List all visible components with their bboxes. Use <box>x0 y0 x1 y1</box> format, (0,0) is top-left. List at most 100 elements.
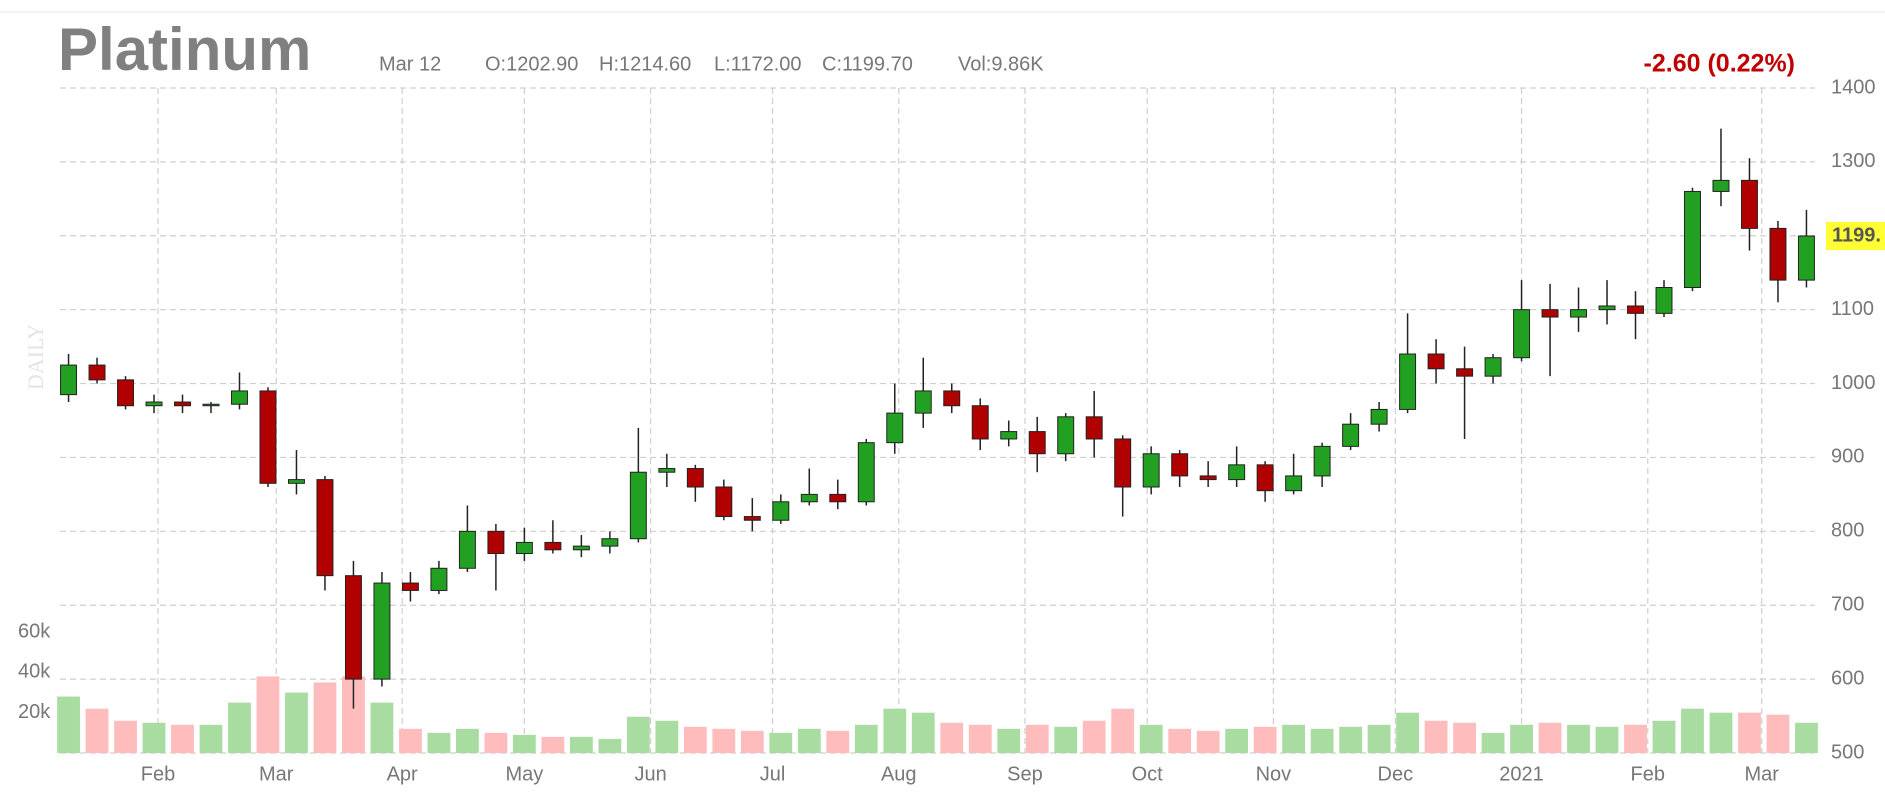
x-tick-label: Feb <box>141 763 175 785</box>
candle-body <box>401 582 419 591</box>
candle-body <box>344 575 362 680</box>
volume-tick-label: 60k <box>18 620 51 642</box>
candle-body <box>487 530 505 554</box>
x-tick-label: 2021 <box>1499 763 1544 785</box>
candle-body <box>829 493 847 503</box>
volume-bar <box>683 726 707 753</box>
candle-body <box>800 493 818 503</box>
candle-body <box>857 442 875 503</box>
volume-tick-label: 20k <box>18 701 51 723</box>
volume-tick-label: 40k <box>18 661 51 683</box>
info-open: O:1202.90 <box>485 53 578 75</box>
volume-bar <box>1795 722 1818 753</box>
candle-body <box>1598 305 1616 311</box>
candle-body <box>145 401 163 407</box>
volume-bar <box>57 696 80 753</box>
volume-bar <box>1709 712 1733 753</box>
volume-bar <box>1624 724 1647 753</box>
volume-bar <box>1652 720 1676 753</box>
candle-body <box>971 405 989 440</box>
volume-bar <box>1253 726 1277 753</box>
x-tick-label: Sep <box>1007 763 1043 785</box>
candle-body <box>259 390 277 484</box>
candle-body <box>202 403 220 407</box>
volume-bar <box>1453 722 1476 753</box>
candle-body <box>373 582 391 680</box>
volume-bar <box>1681 708 1704 753</box>
volume-bar <box>1510 724 1533 753</box>
info-low: L:1172.00 <box>714 53 802 75</box>
candle-body <box>1199 475 1217 481</box>
y-tick-label: 1100 <box>1831 298 1874 320</box>
candle-body <box>1285 475 1303 492</box>
volume-bar <box>484 732 508 753</box>
volume-bar <box>399 728 422 753</box>
y-tick-label: 900 <box>1831 446 1864 468</box>
volume-bar <box>1738 712 1761 753</box>
candle-body <box>1627 305 1644 314</box>
volume-bar <box>854 724 878 753</box>
x-tick-label: Oct <box>1132 763 1164 785</box>
candle-body <box>1256 464 1274 492</box>
x-tick-label: Aug <box>881 763 917 785</box>
candle-body <box>316 479 334 577</box>
volume-bar <box>626 716 650 753</box>
candle-body <box>1769 227 1787 281</box>
volume-bar <box>541 736 565 753</box>
y-tick-label: 700 <box>1831 594 1864 616</box>
candle-body <box>1427 353 1445 370</box>
volume-bar <box>456 728 479 753</box>
candle-body <box>1797 235 1815 281</box>
candle-body <box>515 541 533 555</box>
volume-bar <box>1538 722 1562 753</box>
volume-bar <box>342 676 365 753</box>
x-tick-label: Mar <box>1744 763 1779 785</box>
volume-bar <box>1481 732 1505 753</box>
candle-body <box>743 516 761 521</box>
candle-body <box>1541 309 1559 318</box>
volume-bar <box>370 702 394 753</box>
y-tick-label: 500 <box>1831 741 1864 763</box>
candle-body <box>174 401 191 407</box>
candle-body <box>1655 287 1673 314</box>
volume-bar <box>740 730 764 753</box>
x-tick-label: Jul <box>760 763 786 785</box>
candle-body <box>1171 453 1189 477</box>
volume-bar <box>655 720 679 753</box>
volume-bar <box>1054 726 1078 753</box>
volume-bar <box>85 708 109 753</box>
x-tick-label: Mar <box>259 763 294 785</box>
volume-bar <box>797 728 821 753</box>
volume-bar <box>1424 720 1448 753</box>
volume-bar <box>1082 720 1106 753</box>
candle-body <box>914 390 932 414</box>
candle-body <box>117 379 135 407</box>
volume-bar <box>171 724 194 753</box>
volume-bar <box>1225 728 1249 753</box>
volume-bar <box>1567 724 1590 753</box>
candle-body <box>1684 190 1701 288</box>
y-tick-label: 1300 <box>1831 150 1876 172</box>
candle-body <box>1484 357 1502 377</box>
candle-body <box>943 390 961 407</box>
last-price-box <box>1826 221 1885 250</box>
volume-bar <box>1396 712 1419 753</box>
volume-bar <box>1595 726 1619 753</box>
volume-bar <box>1282 724 1306 753</box>
volume-bar <box>114 720 137 753</box>
x-tick-label: Feb <box>1631 763 1665 785</box>
volume-bar <box>911 712 935 753</box>
volume-bar <box>940 722 964 753</box>
candle-body <box>1028 431 1046 455</box>
x-tick-label: Jun <box>634 763 666 785</box>
volume-bar <box>826 730 850 753</box>
volume-bar <box>142 722 166 753</box>
candle-body <box>715 486 733 518</box>
volume-bar <box>1025 724 1049 753</box>
candle-body <box>1570 309 1588 318</box>
candle-body <box>601 538 619 547</box>
volume-bar <box>968 724 992 753</box>
volume-bar <box>1339 726 1363 753</box>
candle-body <box>1456 368 1474 377</box>
volume-bar <box>1367 724 1391 753</box>
